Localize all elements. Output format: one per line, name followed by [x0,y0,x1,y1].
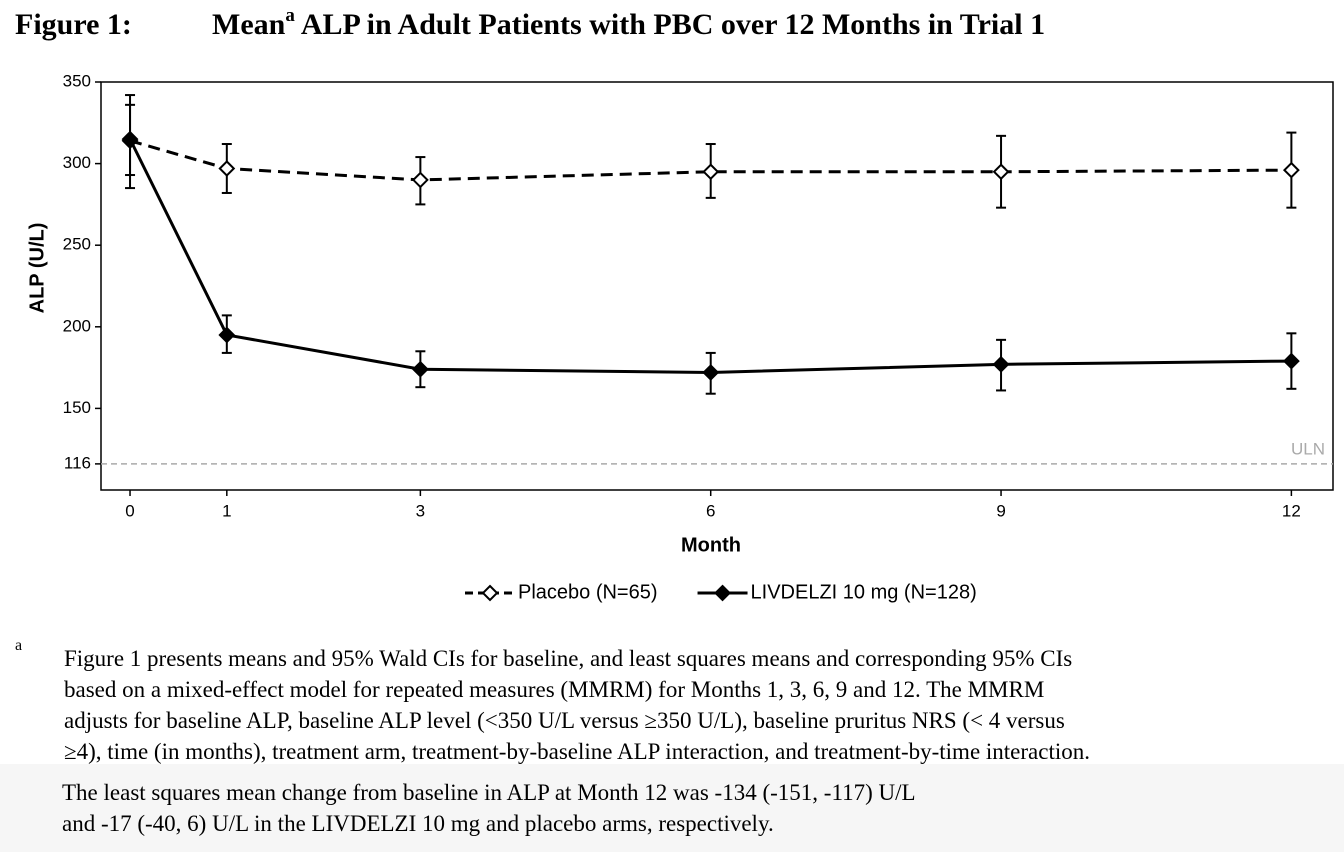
text-line: ≥4), time (in months), treatment arm, tr… [64,739,1090,764]
marker [1282,352,1300,370]
marker [411,171,429,189]
text-line: and -17 (-40, 6) U/L in the LIVDELZI 10 … [62,811,774,836]
y-tick-label: 116 [64,453,91,472]
series-line [128,138,1292,374]
y-tick-label: 150 [63,398,91,417]
reference-label: ULN [1291,439,1325,458]
marker [992,355,1010,373]
legend-marker [481,584,499,602]
x-tick-label: 9 [996,501,1005,520]
legend-marker [714,584,731,602]
note: The least squares mean change from basel… [62,777,916,839]
marker [218,160,236,177]
title-prefix: Mean [212,8,286,41]
y-tick-label: 300 [63,153,91,172]
marker [121,130,139,148]
x-tick-label: 0 [125,501,134,520]
text-line: The least squares mean change from basel… [62,780,916,805]
y-axis-label: ALP (U/L) [26,223,48,314]
y-tick-label: 350 [63,71,91,90]
x-tick-label: 3 [416,501,425,520]
text-line: Figure 1 presents means and 95% Wald CIs… [64,646,1073,671]
text-line: based on a mixed-effect model for repeat… [64,677,1045,702]
note-background [0,764,1344,852]
marker [702,364,720,381]
title-superscript: a [285,5,295,26]
footnote: Figure 1 presents means and 95% Wald CIs… [64,643,1090,767]
marker [992,163,1010,181]
marker [411,360,429,378]
series-line [129,139,1292,182]
y-tick-label: 250 [63,235,91,254]
footnote-marker: a [15,637,23,654]
marker [218,326,236,344]
figure-label: Figure 1: [15,8,132,41]
x-tick-label: 6 [706,501,715,520]
marker [702,163,720,181]
chart-title: Meana ALP in Adult Patients with PBC over… [212,5,1045,41]
legend-label: Placebo (N=65) [518,581,658,603]
legend-label: LIVDELZI 10 mg (N=128) [751,581,977,603]
x-axis-label: Month [681,534,741,556]
marker [1282,161,1300,179]
text-line: adjusts for baseline ALP, baseline ALP l… [64,708,1065,733]
x-tick-label: 12 [1282,501,1301,520]
title-rest: ALP in Adult Patients with PBC over 12 M… [301,8,1045,41]
chart: Figure 1: Meana ALP in Adult Patients wit… [15,5,1334,603]
x-tick-label: 1 [222,501,231,520]
plot-frame [100,81,1334,491]
y-tick-label: 200 [63,316,91,335]
